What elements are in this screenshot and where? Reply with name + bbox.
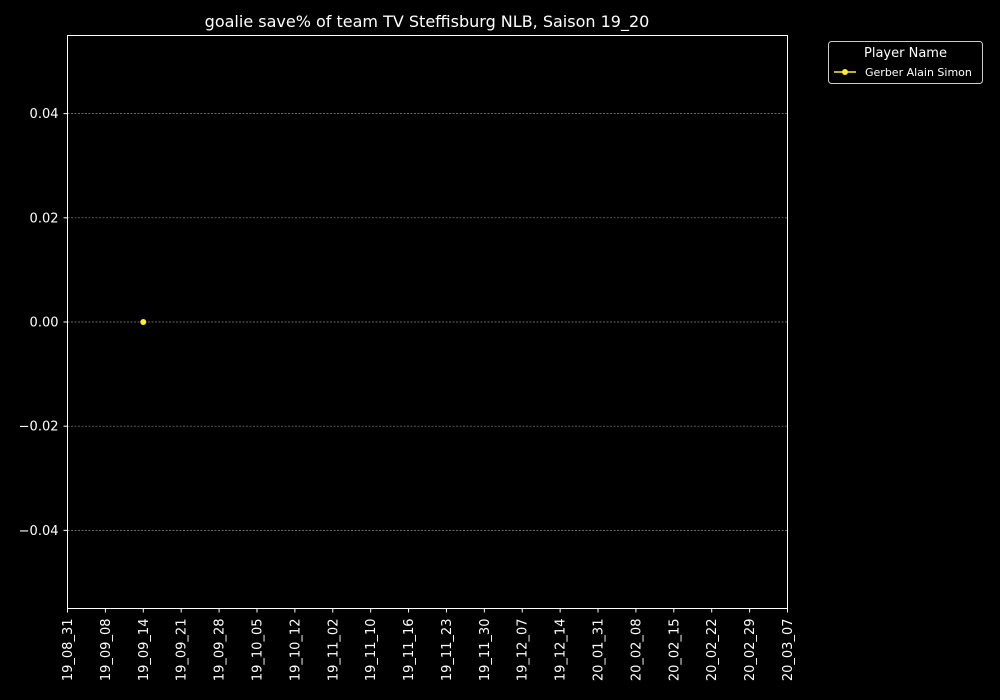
series-layer <box>140 319 147 325</box>
x-tick-label: 20_02_08 <box>629 619 644 682</box>
x-tick-label: 19_10_05 <box>250 619 265 682</box>
x-tick-label: 19_12_07 <box>516 619 531 682</box>
x-tick-label: 19_11_16 <box>402 619 417 682</box>
grid-layer <box>67 113 788 531</box>
x-tick-label: 19_09_08 <box>99 619 114 682</box>
y-tick-label: −0.02 <box>19 420 59 435</box>
x-tick-label: 20_03_07 <box>781 619 796 682</box>
x-tick-label: 20_02_29 <box>743 619 758 682</box>
x-axis: 19_08_31 19_09_08 19_09_14 19_09_21 19_09_28… <box>61 608 796 682</box>
y-tick-label: 0.04 <box>30 107 59 122</box>
legend-frame <box>828 41 983 84</box>
legend-series-label: Gerber Alain Simon <box>865 66 972 79</box>
x-tick-label: 19_10_12 <box>288 619 303 682</box>
y-tick-label: 0.00 <box>30 316 59 331</box>
x-tick-label: 20_01_31 <box>592 619 607 682</box>
x-tick-label: 19_11_23 <box>440 619 455 682</box>
x-tick-label: 19_08_31 <box>61 619 76 682</box>
x-tick-label: 19_11_10 <box>364 619 379 682</box>
legend: Player Name Gerber Alain Simon <box>828 41 983 84</box>
x-tick-label: 19_09_28 <box>213 619 228 682</box>
x-tick-label: 19_11_02 <box>326 619 341 682</box>
legend-title: Player Name <box>864 46 947 61</box>
x-tick-label: 19_12_14 <box>554 619 569 682</box>
x-tick-label: 19_09_14 <box>137 619 152 682</box>
y-tick-label: −0.04 <box>19 524 59 539</box>
chart-title: goalie save% of team TV Steffisburg NLB,… <box>205 12 650 32</box>
legend-series-marker <box>842 69 848 75</box>
data-point <box>140 319 147 325</box>
x-tick-label: 19_11_30 <box>478 619 493 682</box>
x-tick-label: 20_02_22 <box>705 619 720 682</box>
y-tick-label: 0.02 <box>30 211 59 226</box>
x-tick-label: 20_02_15 <box>667 619 682 682</box>
x-tick-label: 19_09_21 <box>175 619 190 682</box>
y-axis: −0.04 −0.02 0.00 0.02 0.04 <box>19 107 68 539</box>
